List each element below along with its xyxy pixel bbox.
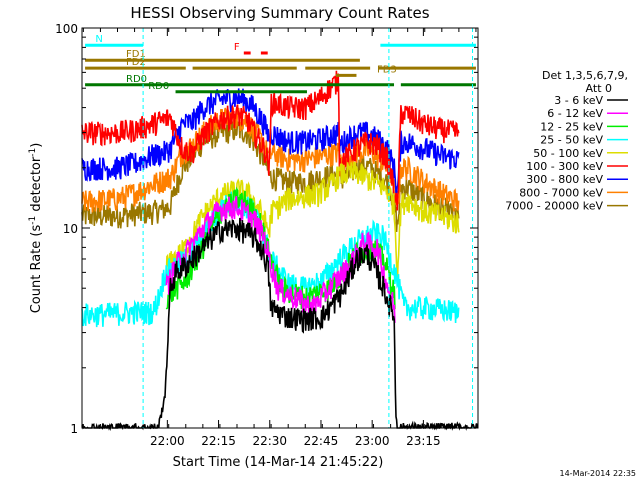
x-tick-label-5: 23:15	[406, 434, 441, 448]
series-line-100-300-kev	[81, 70, 460, 211]
flag-label-fd1-2: FD1	[126, 49, 146, 60]
x-tick-label-1: 22:15	[201, 434, 236, 448]
footer-date: 14-Mar-2014 22:35	[560, 469, 637, 478]
legend-label-2: 12 - 25 keV	[540, 120, 603, 133]
y-tick-label-2: 100	[55, 22, 78, 36]
flag-label-f-1: F	[234, 42, 240, 53]
data-layer	[81, 70, 479, 432]
flag-label-fd3-4: FD3	[377, 64, 397, 75]
legend-label-7: 800 - 7000 keV	[519, 186, 603, 199]
flag-label-rd0-6: RD0	[148, 81, 169, 92]
x-tick-label-4: 23:00	[355, 434, 390, 448]
y-tick-label-0: 1	[70, 422, 78, 436]
legend-label-1: 6 - 12 keV	[547, 107, 603, 120]
legend-label-3: 25 - 50 keV	[540, 134, 603, 147]
legend-header-line2: Att 0	[586, 82, 612, 95]
y-axis-label-mid: detector	[29, 156, 44, 216]
series-line-50-100-kev	[165, 161, 460, 284]
x-tick-label-0: 22:00	[150, 434, 185, 448]
series-line-7000-20000-kev	[81, 120, 460, 233]
x-tick-label-3: 22:45	[304, 434, 339, 448]
y-axis-label-main: Count Rate (s	[29, 225, 44, 314]
chart-title: HESSI Observing Summary Count Rates	[130, 4, 429, 22]
legend-header-line1: Det 1,3,5,6,7,9,	[542, 69, 628, 82]
y-axis-label-sup2: -1	[28, 148, 38, 157]
y-axis-label-sup1: -1	[28, 216, 38, 225]
legend-label-6: 300 - 800 keV	[526, 173, 603, 186]
legend-label-5: 100 - 300 keV	[526, 160, 603, 173]
plot-frame	[81, 27, 479, 429]
x-tick-label-2: 22:30	[252, 434, 287, 448]
flag-label-n-0: N	[95, 34, 102, 45]
axis-layer: 22:00 22:15 22:30 22:45 23:00 23:15 1 10 100	[55, 22, 478, 448]
series-line-6-12-kev	[165, 195, 396, 323]
series-line-3-6-kev	[81, 217, 479, 432]
y-tick-label-1: 10	[63, 222, 78, 236]
flag-label-rd0-5: RD0	[126, 74, 147, 85]
legend-label-8: 7000 - 20000 keV	[505, 200, 603, 213]
flag-label-fd2-3: FD2	[126, 57, 146, 68]
legend-label-4: 50 - 100 keV	[533, 147, 603, 160]
legend-label-0: 3 - 6 keV	[554, 94, 603, 107]
x-axis-label: Start Time (14-Mar-14 21:45:22)	[173, 455, 384, 470]
y-axis-label: Count Rate (s-1 detector-1)	[28, 143, 44, 314]
y-axis-label-end: )	[29, 143, 44, 148]
